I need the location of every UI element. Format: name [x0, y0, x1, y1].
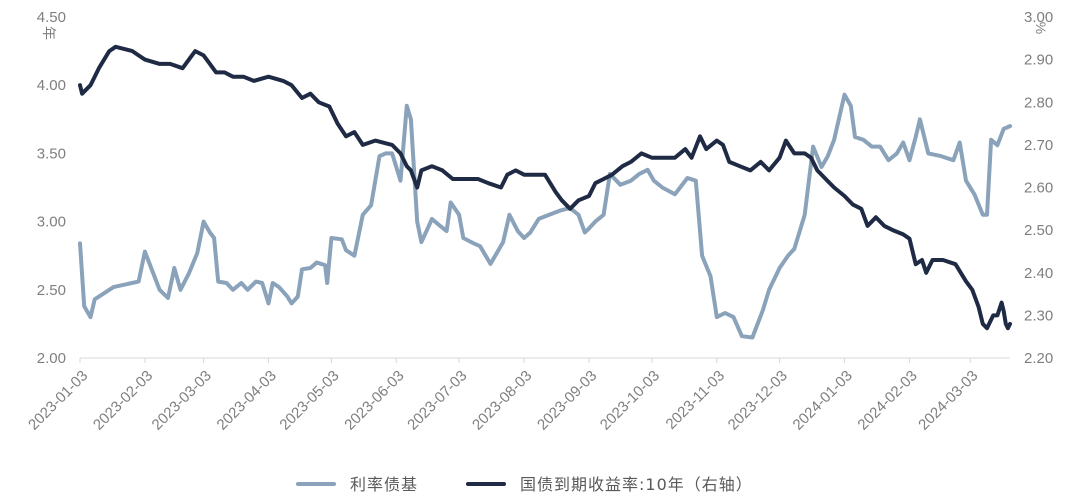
- left-axis-tick-label: 2.00: [37, 350, 66, 367]
- right-axis-tick-label: 2.50: [1024, 222, 1053, 239]
- right-axis-tick-label: 3.00: [1024, 9, 1053, 26]
- series-lines: [78, 44, 1012, 340]
- x-axis-tick-label: 2023-07-03: [404, 367, 470, 433]
- left-axis-unit: 年: [41, 26, 57, 40]
- left-axis-tick-label: 4.00: [37, 77, 66, 94]
- left-axis: 2.00 2.50 3.00 3.50 4.00 4.50年: [37, 9, 66, 367]
- left-axis-tick-label: 3.50: [37, 145, 66, 162]
- x-axis: 2023-01-032023-02-032023-03-032023-04-03…: [25, 358, 982, 434]
- x-axis-tick-label: 2023-10-03: [597, 367, 663, 433]
- right-axis-unit: %: [1033, 22, 1049, 34]
- series-line-2: [78, 44, 1012, 331]
- right-axis-tick-label: 2.30: [1024, 307, 1053, 324]
- right-axis-tick-label: 2.90: [1024, 52, 1053, 69]
- x-axis-tick-label: 2023-03-03: [149, 367, 215, 433]
- x-axis-tick-label: 2023-01-03: [25, 367, 91, 433]
- x-axis-tick-label: 2023-12-03: [725, 367, 791, 433]
- x-axis-tick-label: 2023-04-03: [214, 367, 280, 433]
- right-axis-tick-label: 2.40: [1024, 265, 1053, 282]
- x-axis-tick-label: 2023-05-03: [276, 367, 342, 433]
- right-axis-tick-label: 2.80: [1024, 94, 1053, 111]
- x-axis-tick-label: 2023-02-03: [90, 367, 156, 433]
- right-axis: 2.20 2.30 2.40 2.50 2.60 2.70 2.80 2.90 3.00%: [1024, 9, 1053, 367]
- legend-label-2: 国债到期收益率:10年（右轴）: [520, 475, 753, 494]
- right-axis-tick-label: 2.20: [1024, 350, 1053, 367]
- x-axis-tick-label: 2024-01-03: [790, 367, 856, 433]
- left-axis-tick-label: 4.50: [37, 9, 66, 26]
- series-line-1: [78, 92, 1012, 340]
- right-axis-tick-label: 2.70: [1024, 137, 1053, 154]
- right-axis-tick-label: 2.60: [1024, 180, 1053, 197]
- legend-label-1: 利率债基: [350, 475, 418, 494]
- x-axis-tick-label: 2024-02-03: [854, 367, 920, 433]
- x-axis-tick-label: 2024-03-03: [915, 367, 981, 433]
- x-axis-tick-label: 2023-11-03: [663, 367, 728, 432]
- left-axis-tick-label: 2.50: [37, 282, 66, 299]
- legend: 利率债基 国债到期收益率:10年（右轴）: [296, 475, 753, 494]
- x-axis-tick-label: 2023-06-03: [341, 367, 407, 433]
- x-axis-tick-label: 2023-09-03: [534, 367, 600, 433]
- x-axis-tick-label: 2023-08-03: [469, 367, 535, 433]
- left-axis-tick-label: 3.00: [37, 214, 66, 231]
